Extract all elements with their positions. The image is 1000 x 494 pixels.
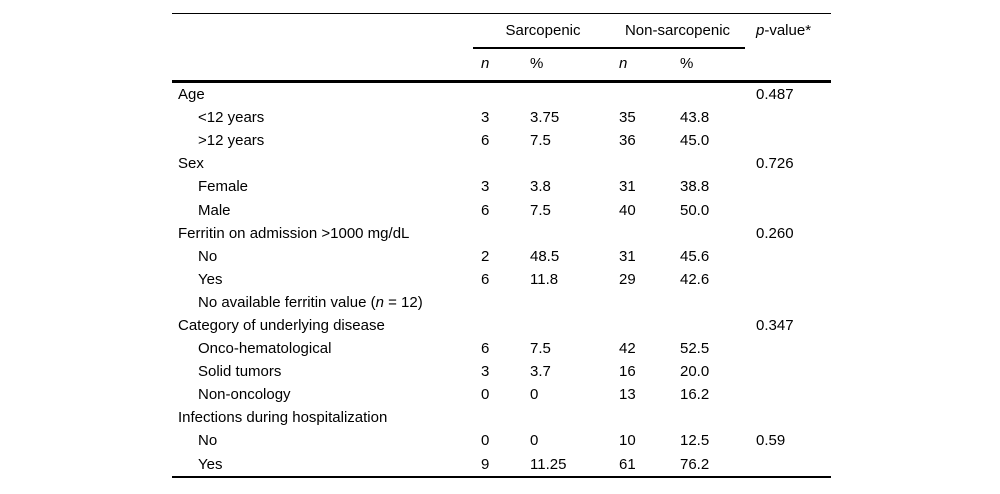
table-row: Female 3 3.8 31 38.8 <box>172 175 831 198</box>
cell-pct-nonsarcopenic: 20.0 <box>680 363 710 381</box>
cell-n-nonsarcopenic: 29 <box>619 270 636 288</box>
table-row: Sex 0.726 <box>172 152 831 175</box>
cell-pct-sarcopenic: 3.8 <box>530 178 551 196</box>
cell-pct-nonsarcopenic: 76.2 <box>680 455 710 473</box>
cell-n-nonsarcopenic: 40 <box>619 201 636 219</box>
cell-n-sarcopenic: 6 <box>481 270 490 288</box>
cell-p-value: 0.347 <box>756 316 794 334</box>
row-label: Category of underlying disease <box>178 316 385 334</box>
table-row: No available ferritin value (n = 12) <box>172 291 831 314</box>
group-header-row: Sarcopenic Non-sarcopenic p-value* <box>172 14 831 47</box>
cell-pct-nonsarcopenic: 42.6 <box>680 270 710 288</box>
cell-pct-sarcopenic: 48.5 <box>530 247 560 265</box>
row-label: Ferritin on admission >1000 mg/dL <box>178 224 410 242</box>
cell-pct-sarcopenic: 11.25 <box>530 455 567 473</box>
subheader-n-nonsarcopenic: n <box>619 55 628 72</box>
row-label: Sex <box>178 155 204 173</box>
row-label: No available ferritin value (n = 12) <box>198 293 423 311</box>
cell-n-sarcopenic: 3 <box>481 109 490 127</box>
cell-n-sarcopenic: 9 <box>481 455 490 473</box>
cell-n-nonsarcopenic: 61 <box>619 455 636 473</box>
cell-p-value: 0.59 <box>756 432 786 450</box>
column-group-sarcopenic: Sarcopenic <box>505 22 581 39</box>
table-row: Solid tumors 3 3.7 16 20.0 <box>172 360 831 383</box>
table-row: >12 years 6 7.5 36 45.0 <box>172 129 831 152</box>
cell-n-nonsarcopenic: 13 <box>619 386 636 404</box>
cell-pct-sarcopenic: 0 <box>530 386 539 404</box>
cell-n-sarcopenic: 3 <box>481 363 490 381</box>
cell-n-sarcopenic: 6 <box>481 340 490 358</box>
cell-p-value: 0.260 <box>756 224 794 242</box>
row-label: No <box>198 247 218 265</box>
table-row: Yes 9 11.25 61 76.2 <box>172 453 831 476</box>
cell-n-sarcopenic: 2 <box>481 247 490 265</box>
table-row: No 2 48.5 31 45.6 <box>172 245 831 268</box>
cell-pct-sarcopenic: 11.8 <box>530 270 559 288</box>
cell-pct-nonsarcopenic: 43.8 <box>680 109 710 127</box>
p-value-italic-p: p <box>756 22 765 39</box>
table-row: Male 6 7.5 40 50.0 <box>172 198 831 221</box>
cell-pct-nonsarcopenic: 50.0 <box>680 201 710 219</box>
subheader-n-sarcopenic: n <box>481 55 490 72</box>
row-label: Solid tumors <box>198 363 282 381</box>
cell-n-nonsarcopenic: 31 <box>619 247 636 265</box>
table-row: Non-oncology 0 0 13 16.2 <box>172 383 831 406</box>
cell-n-nonsarcopenic: 35 <box>619 109 636 127</box>
row-label: Yes <box>198 455 223 473</box>
sub-header-row: n % n % <box>172 47 831 80</box>
cell-pct-sarcopenic: 7.5 <box>530 201 551 219</box>
group-spanner-rule <box>473 47 745 49</box>
cell-n-nonsarcopenic: 16 <box>619 363 636 381</box>
cell-p-value: 0.487 <box>756 86 794 104</box>
cell-pct-sarcopenic: 0 <box>530 432 539 450</box>
cell-pct-sarcopenic: 3.75 <box>530 109 560 127</box>
cell-n-nonsarcopenic: 36 <box>619 132 636 150</box>
table-row: Onco-hematological 6 7.5 42 52.5 <box>172 337 831 360</box>
cell-pct-nonsarcopenic: 16.2 <box>680 386 710 404</box>
subheader-pct-sarcopenic: % <box>530 55 544 72</box>
cell-n-sarcopenic: 3 <box>481 178 490 196</box>
cell-n-nonsarcopenic: 10 <box>619 432 636 450</box>
row-label: Non-oncology <box>198 386 291 404</box>
column-header-p-value: p-value* <box>756 22 831 39</box>
column-group-non-sarcopenic: Non-sarcopenic <box>624 22 731 39</box>
cell-pct-nonsarcopenic: 52.5 <box>680 340 710 358</box>
cell-pct-nonsarcopenic: 12.5 <box>680 432 710 450</box>
table-row: No 0 0 10 12.5 0.59 <box>172 429 831 452</box>
table-row: Infections during hospitalization <box>172 406 831 429</box>
cell-p-value: 0.726 <box>756 155 794 173</box>
row-label: No <box>198 432 218 450</box>
row-label: Infections during hospitalization <box>178 409 388 427</box>
table-row: Category of underlying disease 0.347 <box>172 314 831 337</box>
table-row: Ferritin on admission >1000 mg/dL 0.260 <box>172 222 831 245</box>
cell-n-sarcopenic: 6 <box>481 201 490 219</box>
cell-pct-nonsarcopenic: 38.8 <box>680 178 710 196</box>
cell-n-nonsarcopenic: 31 <box>619 178 636 196</box>
table-row: Yes 6 11.8 29 42.6 <box>172 268 831 291</box>
cell-n-sarcopenic: 0 <box>481 432 490 450</box>
row-label: >12 years <box>198 132 265 150</box>
table-row: Age 0.487 <box>172 83 831 106</box>
row-label: Age <box>178 86 205 104</box>
cell-pct-sarcopenic: 7.5 <box>530 132 551 150</box>
subheader-pct-nonsarcopenic: % <box>680 55 694 72</box>
row-label: Female <box>198 178 249 196</box>
cell-pct-nonsarcopenic: 45.0 <box>680 132 710 150</box>
cell-pct-sarcopenic: 7.5 <box>530 340 551 358</box>
table-body: Age 0.487 <12 years 3 3.75 35 43.8 >12 years 6 7.… <box>172 83 831 476</box>
p-value-rest: -value* <box>764 22 812 39</box>
cell-n-nonsarcopenic: 42 <box>619 340 636 358</box>
row-label: <12 years <box>198 109 265 127</box>
table-header: Sarcopenic Non-sarcopenic p-value* n % n… <box>172 14 831 83</box>
sarcopenia-comparison-table: Sarcopenic Non-sarcopenic p-value* n % n… <box>172 13 831 478</box>
row-label: Male <box>198 201 231 219</box>
cell-n-sarcopenic: 6 <box>481 132 490 150</box>
row-label: Yes <box>198 270 223 288</box>
cell-pct-nonsarcopenic: 45.6 <box>680 247 710 265</box>
table-row: <12 years 3 3.75 35 43.8 <box>172 106 831 129</box>
cell-n-sarcopenic: 0 <box>481 386 490 404</box>
row-label: Onco-hematological <box>198 340 332 358</box>
cell-pct-sarcopenic: 3.7 <box>530 363 551 381</box>
